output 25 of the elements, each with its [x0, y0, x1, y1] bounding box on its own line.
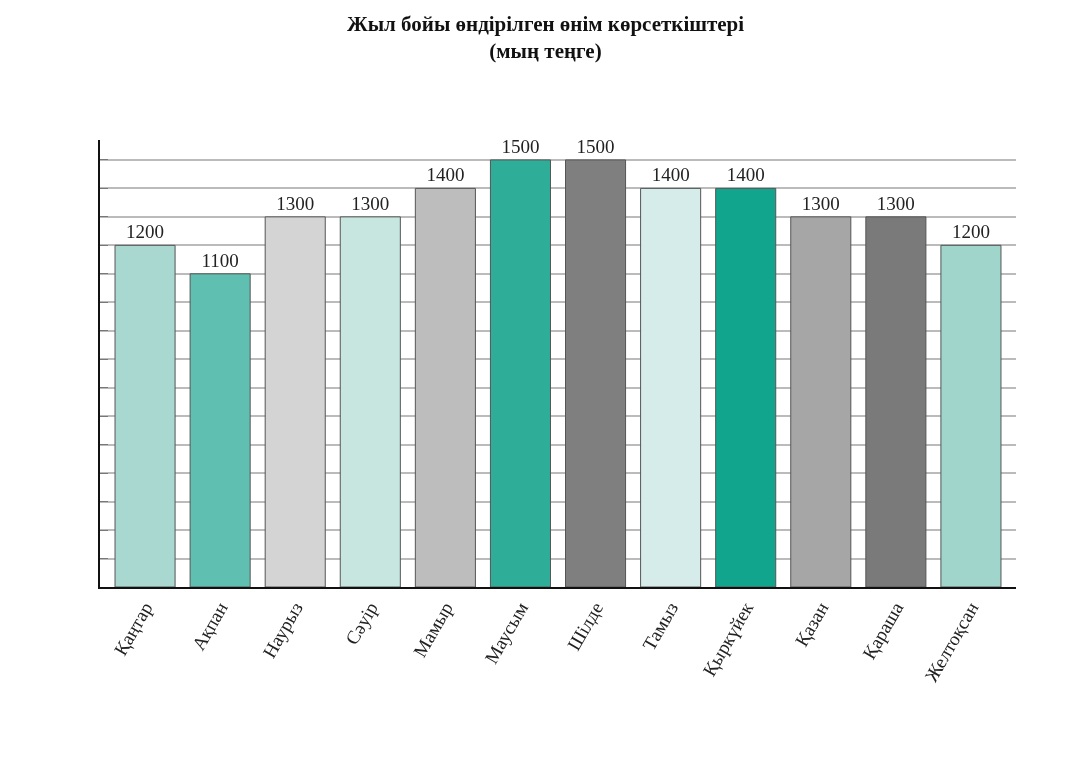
data-label: 1300	[351, 192, 390, 214]
data-label: 1200	[951, 221, 990, 243]
data-label: 1500	[501, 135, 540, 157]
data-label: 1500	[576, 135, 615, 157]
bar	[264, 216, 326, 587]
bar	[489, 159, 551, 587]
bar	[189, 273, 251, 587]
data-label: 1300	[876, 192, 915, 214]
bar	[865, 216, 927, 587]
data-label: 1400	[651, 164, 690, 186]
data-label: 1300	[276, 192, 315, 214]
data-label: 1400	[726, 164, 765, 186]
bar	[715, 187, 777, 587]
data-label: 1400	[426, 164, 465, 186]
bar	[940, 244, 1002, 587]
bar	[640, 187, 702, 587]
chart-subtitle: (мың теңге)	[489, 38, 602, 63]
bar	[790, 216, 852, 587]
bar	[114, 244, 176, 587]
data-label: 1300	[801, 192, 840, 214]
bar	[565, 159, 627, 587]
chart-title: Жыл бойы өндірілген өнім көрсеткіштері	[346, 11, 745, 36]
data-label: 1200	[126, 221, 165, 243]
bar	[339, 216, 401, 587]
data-label: 1100	[201, 249, 239, 271]
